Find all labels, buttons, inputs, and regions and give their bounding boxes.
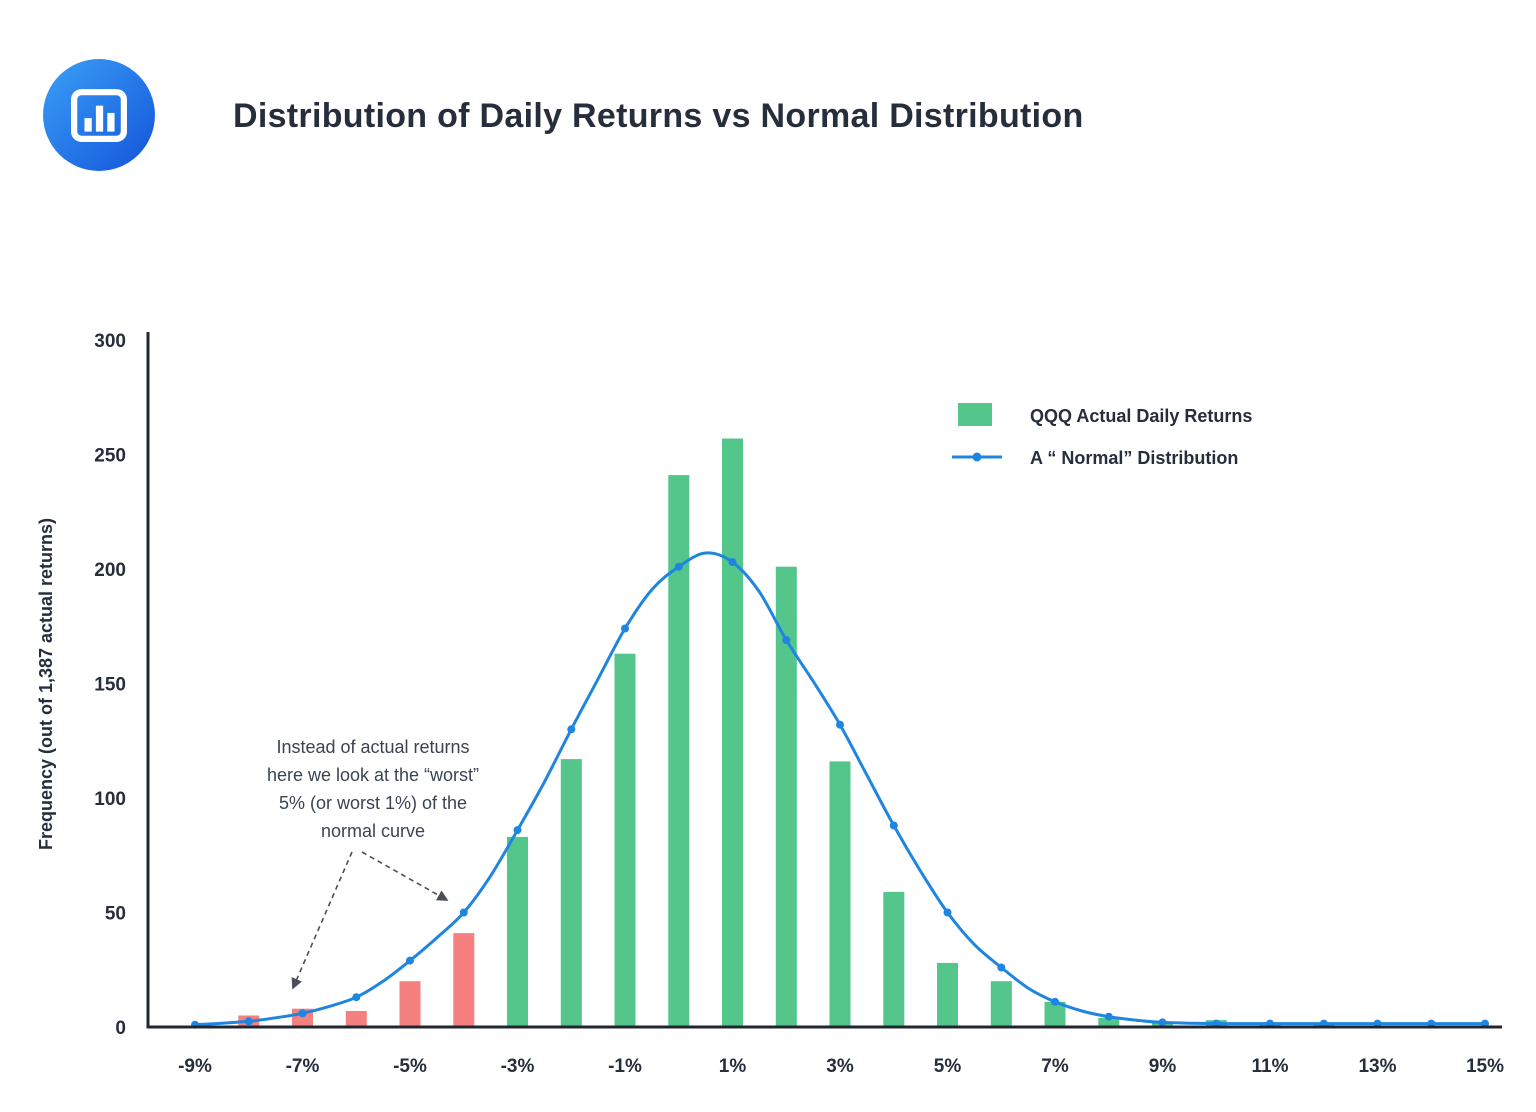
bar--6pct [345,1011,367,1027]
curve-marker [728,558,737,567]
curve-marker [298,1009,307,1018]
x-tick-label: 9% [1149,1056,1177,1077]
bar--2pct [560,759,582,1027]
annotation-arrow-left [291,851,353,990]
curve-marker [406,956,414,965]
y-tick-label: 200 [94,560,126,581]
bar-6pct [990,981,1012,1027]
curve-marker [621,624,629,633]
legend-bar-swatch [958,403,992,426]
legend: QQQ Actual Daily Returns A “ Normal” Dist… [952,403,1252,468]
legend-line-marker [972,452,982,462]
x-tick-label: -5% [393,1056,427,1077]
curve-markers [191,558,1489,1029]
legend-label-bars: QQQ Actual Daily Returns [1030,406,1252,426]
curve-marker [1158,1018,1167,1027]
y-tick-label: 300 [94,331,126,352]
page-title: Distribution of Daily Returns vs Normal … [233,97,1084,135]
bar--4pct [453,933,475,1027]
bars-series [238,438,1335,1028]
y-tick-label: 250 [94,446,126,467]
bar--1pct [614,653,636,1027]
annotation-line: Instead of actual returns [276,737,469,757]
x-tick-label: 3% [826,1056,854,1077]
bar-5pct [937,962,958,1027]
x-tick-label: -9% [178,1056,212,1077]
bar--5pct [399,981,421,1027]
curve-marker [674,562,683,571]
curve-marker [244,1017,253,1026]
curve-marker [997,963,1006,972]
x-tick-label: -3% [501,1056,535,1077]
bar-7pct [1044,1001,1066,1027]
y-tick-label: 150 [94,675,126,696]
annotation-line: here we look at the “worst” [267,765,479,785]
brand-logo [42,58,156,172]
x-tick-label: -7% [286,1056,320,1077]
y-tick-label: 100 [94,789,126,810]
curve-marker [1051,997,1059,1006]
y-axis-title: Frequency (out of 1,387 actual returns) [36,518,56,850]
y-tick-label: 0 [115,1018,126,1039]
bar-0pct [668,475,690,1028]
annotation-line: normal curve [321,821,425,841]
annotation-line: 5% (or worst 1%) of the [279,793,467,813]
bar-1pct [722,438,743,1027]
bar-4pct [883,891,905,1027]
x-tick-label: 7% [1041,1056,1069,1077]
curve-marker [889,821,898,830]
bar-3pct [829,761,851,1027]
y-tick-label: 50 [105,904,126,925]
x-tick-label: -1% [608,1056,642,1077]
bar-2pct [775,566,797,1027]
x-tick-label: 15% [1466,1056,1504,1077]
annotation-worst-tail: Instead of actual returns here we look at… [267,737,479,990]
curve-marker [1104,1012,1113,1021]
curve-marker [836,720,844,729]
x-tick-label: 5% [934,1056,962,1077]
curve-marker [782,636,791,644]
curve-marker [352,993,361,1002]
bar-chart-icon [43,59,155,171]
curve-marker [943,908,952,917]
annotation-arrow-right [361,851,449,901]
bar--3pct [507,836,528,1027]
x-tick-label: 11% [1252,1056,1289,1077]
curve-marker [567,725,576,734]
legend-label-line: A “ Normal” Distribution [1030,448,1238,468]
curve-marker [513,826,522,835]
normal-curve-line [194,551,1485,1027]
x-tick-label: 1% [719,1056,747,1077]
x-tick-label: 13% [1358,1056,1396,1077]
bar-8pct [1098,1017,1120,1027]
curve-marker [459,908,468,917]
